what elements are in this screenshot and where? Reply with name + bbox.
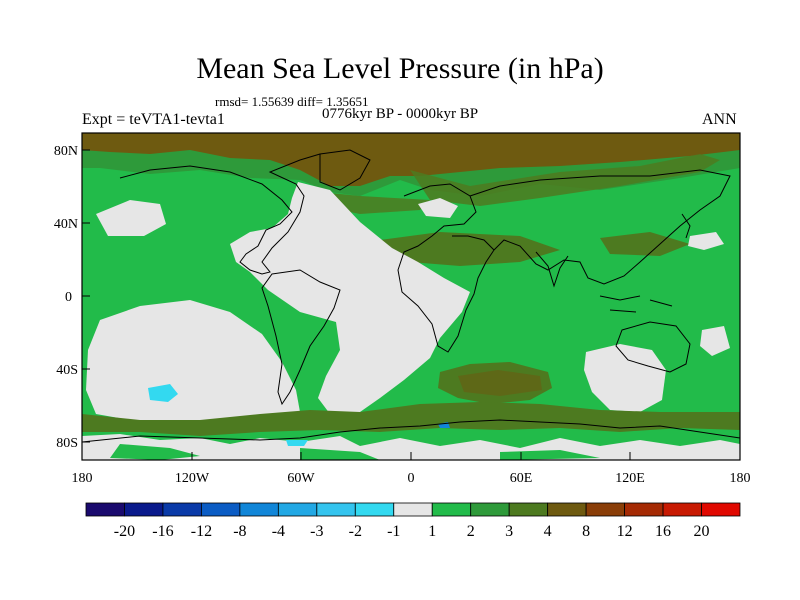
coastline-layer — [82, 149, 740, 443]
colorbar-swatch — [662, 502, 702, 517]
colorbar-label: -8 — [233, 523, 246, 540]
colorbar-label: 3 — [505, 523, 513, 540]
colorbar-label: 8 — [582, 523, 590, 540]
colorbar-swatch — [201, 502, 241, 517]
colorbar-swatch — [701, 502, 741, 517]
colorbar-label: -2 — [349, 523, 362, 540]
lat-tick-0: 0 — [65, 290, 72, 305]
lon-tick-60w: 60W — [287, 471, 315, 486]
colorbar-label: 4 — [544, 523, 552, 540]
colorbar-label: 12 — [617, 523, 633, 540]
colorbar-label: 2 — [467, 523, 475, 540]
colorbar-swatch — [393, 502, 433, 517]
lon-tick-120e: 120E — [615, 471, 645, 486]
colorbar-swatch — [624, 502, 664, 517]
lon-tick-120w: 120W — [175, 471, 210, 486]
colorbar-swatch — [239, 502, 279, 517]
colorbar-label: -1 — [387, 523, 400, 540]
lat-tick-40n: 40N — [54, 217, 78, 232]
lat-tick-40s: 40S — [56, 363, 78, 378]
colorbar-label: -3 — [310, 523, 323, 540]
colorbar-swatch — [470, 502, 510, 517]
map-title: Mean Sea Level Pressure (in hPa) — [196, 52, 604, 85]
colorbar-label: -20 — [114, 523, 135, 540]
colorbar-swatch — [162, 502, 202, 517]
colorbar-swatch — [316, 502, 356, 517]
colorbar-label: 1 — [428, 523, 436, 540]
lon-tick-0: 0 — [408, 471, 415, 486]
colorbar-label: 16 — [655, 523, 671, 540]
tick-marks — [81, 149, 741, 460]
season-label: ANN — [702, 111, 737, 128]
colorbar: -20 -16 -12 -8 -4 -3 -2 -1 1 2 3 4 8 12 16 20 — [85, 502, 741, 540]
map-fill-layer — [82, 133, 740, 460]
stats-line: rmsd= 1.55639 diff= 1.35651 — [215, 94, 369, 109]
time-range-subtitle: 0776kyr BP - 0000kyr BP — [322, 106, 479, 122]
colorbar-label: -12 — [191, 523, 212, 540]
lat-tick-80n: 80N — [54, 144, 78, 159]
colorbar-swatch — [547, 502, 587, 517]
colorbar-swatch — [124, 502, 164, 517]
lat-tick-80s: 80S — [56, 436, 78, 451]
colorbar-swatch — [431, 502, 472, 517]
colorbar-swatch — [585, 502, 625, 517]
colorbar-swatch — [85, 502, 125, 517]
lon-tick-180w: 180 — [72, 471, 93, 486]
lon-tick-60e: 60E — [510, 471, 533, 486]
colorbar-label: -16 — [152, 523, 173, 540]
colorbar-swatch — [508, 502, 549, 517]
colorbar-swatch — [354, 502, 395, 517]
lon-tick-180e: 180 — [730, 471, 751, 486]
colorbar-label: -4 — [272, 523, 285, 540]
experiment-label: Expt = teVTA1-tevta1 — [82, 111, 225, 128]
colorbar-swatch — [277, 502, 318, 517]
colorbar-label: 20 — [694, 523, 710, 540]
